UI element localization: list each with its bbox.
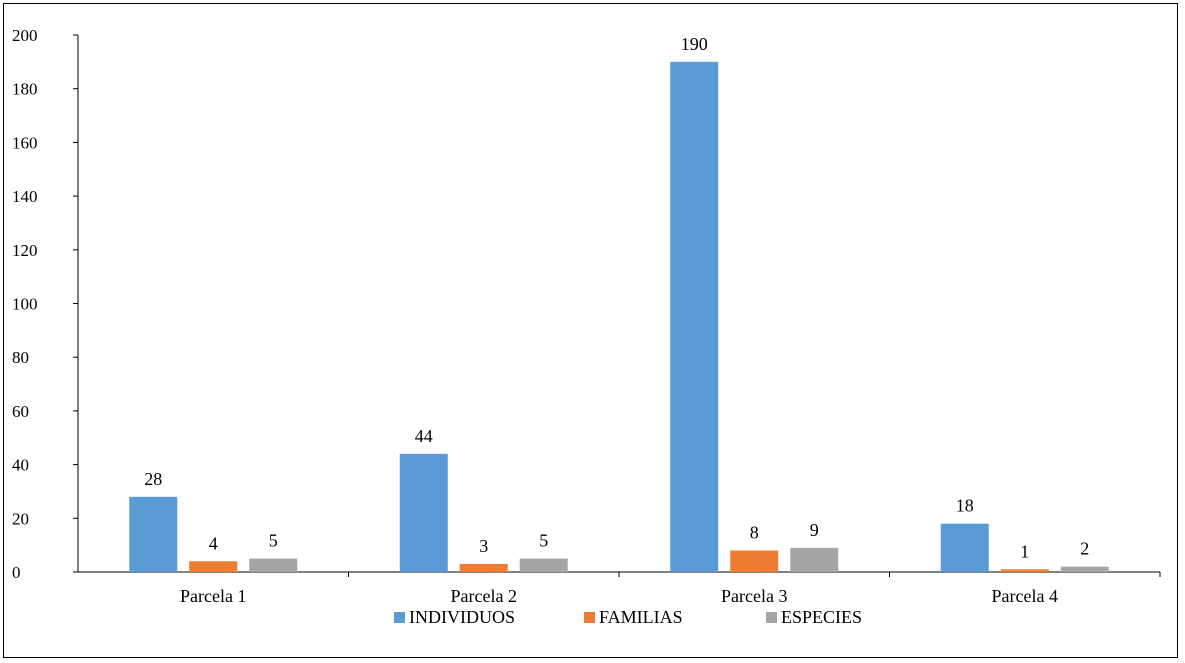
data-label: 9 (810, 520, 819, 540)
y-axis: 0 20 40 60 80 100 120 140 160 180 200 (12, 26, 79, 582)
data-label: 8 (750, 523, 759, 543)
y-tick-label: 0 (12, 563, 21, 582)
y-tick-label: 200 (12, 26, 38, 45)
bar-individuos-2 (399, 453, 448, 572)
x-category-label: Parcela 1 (180, 586, 246, 606)
x-category-label: Parcela 4 (992, 586, 1058, 606)
x-axis: Parcela 1 Parcela 2 Parcela 3 Parcela 4 (78, 571, 1161, 606)
bar-especies-3 (790, 547, 839, 572)
data-labels: 28 4 5 44 3 5 190 8 9 18 1 2 (144, 34, 1089, 561)
bar-especies-2 (519, 558, 568, 572)
y-tick-label: 180 (12, 80, 38, 99)
y-tick-label: 100 (12, 295, 38, 314)
data-label: 28 (144, 469, 162, 489)
y-tick-label: 80 (12, 348, 29, 367)
data-label: 18 (956, 496, 974, 516)
bar-familias-2 (459, 563, 508, 572)
legend-swatch-individuos (394, 612, 405, 623)
data-label: 5 (269, 531, 278, 551)
data-label: 44 (415, 426, 433, 446)
x-category-label: Parcela 2 (451, 586, 517, 606)
data-label: 1 (1020, 541, 1029, 561)
legend-label-familias: FAMILIAS (599, 607, 683, 627)
bar-especies-4 (1060, 566, 1109, 572)
bar-individuos-3 (670, 61, 719, 572)
legend-label-individuos: INDIVIDUOS (409, 607, 515, 627)
y-tick-label: 20 (12, 509, 29, 528)
data-label: 190 (681, 34, 708, 54)
y-tick-label: 140 (12, 187, 38, 206)
legend-swatch-especies (766, 612, 777, 623)
bar-familias-4 (1000, 569, 1049, 572)
y-tick-label: 40 (12, 456, 29, 475)
data-label: 4 (209, 533, 218, 553)
bar-individuos-1 (129, 496, 178, 572)
bars (129, 61, 1109, 572)
bar-especies-1 (249, 558, 298, 572)
data-label: 3 (479, 536, 488, 556)
x-category-label: Parcela 3 (721, 586, 787, 606)
data-label: 2 (1080, 539, 1089, 559)
y-tick-label: 160 (12, 133, 38, 152)
legend: INDIVIDUOS FAMILIAS ESPECIES (394, 607, 862, 627)
y-tick-label: 120 (12, 241, 38, 260)
y-tick-label: 60 (12, 402, 29, 421)
bar-familias-1 (189, 561, 238, 572)
data-label: 5 (539, 531, 548, 551)
legend-label-especies: ESPECIES (781, 607, 862, 627)
legend-swatch-familias (584, 612, 595, 623)
bar-individuos-4 (940, 523, 989, 572)
bar-familias-3 (730, 550, 779, 572)
